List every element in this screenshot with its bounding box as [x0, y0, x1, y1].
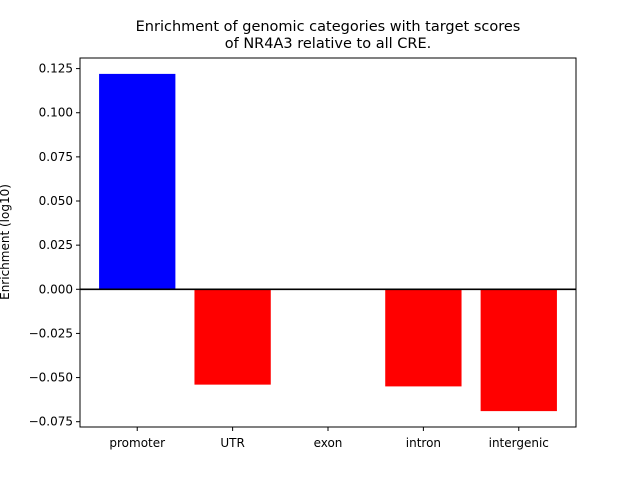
y-tick-label: 0.125 [39, 62, 73, 76]
y-tick-label: 0.075 [39, 150, 73, 164]
bar-intron [385, 289, 462, 387]
x-tick-label-promoter: promoter [109, 436, 165, 450]
chart-title-line-2: of NR4A3 relative to all CRE. [225, 36, 431, 52]
y-tick-label: 0.100 [39, 106, 73, 120]
bar-promoter [99, 73, 176, 290]
x-tick-label-intergenic: intergenic [489, 436, 549, 450]
x-tick-label-intron: intron [406, 436, 441, 450]
chart-title-line-1: Enrichment of genomic categories with ta… [136, 19, 521, 35]
y-axis-label: Enrichment (log10) [0, 184, 12, 300]
bar-UTR [194, 289, 271, 385]
x-tick-label-exon: exon [314, 436, 343, 450]
bars-group [99, 73, 557, 412]
bar-intergenic [480, 289, 557, 412]
y-axis-ticks: −0.075 −0.050 −0.025 0.000 0.025 0.050 0.075 0.… [29, 62, 80, 429]
y-tick-label: 0.000 [39, 282, 73, 296]
y-tick-label: −0.050 [29, 371, 73, 385]
y-tick-label: 0.050 [39, 194, 73, 208]
x-tick-label-UTR: UTR [220, 436, 244, 450]
y-tick-label: 0.025 [39, 238, 73, 252]
x-axis-ticks: promoter UTR exon intron intergenic [109, 427, 549, 450]
y-tick-label: −0.075 [29, 415, 73, 429]
y-tick-label: −0.025 [29, 326, 73, 340]
